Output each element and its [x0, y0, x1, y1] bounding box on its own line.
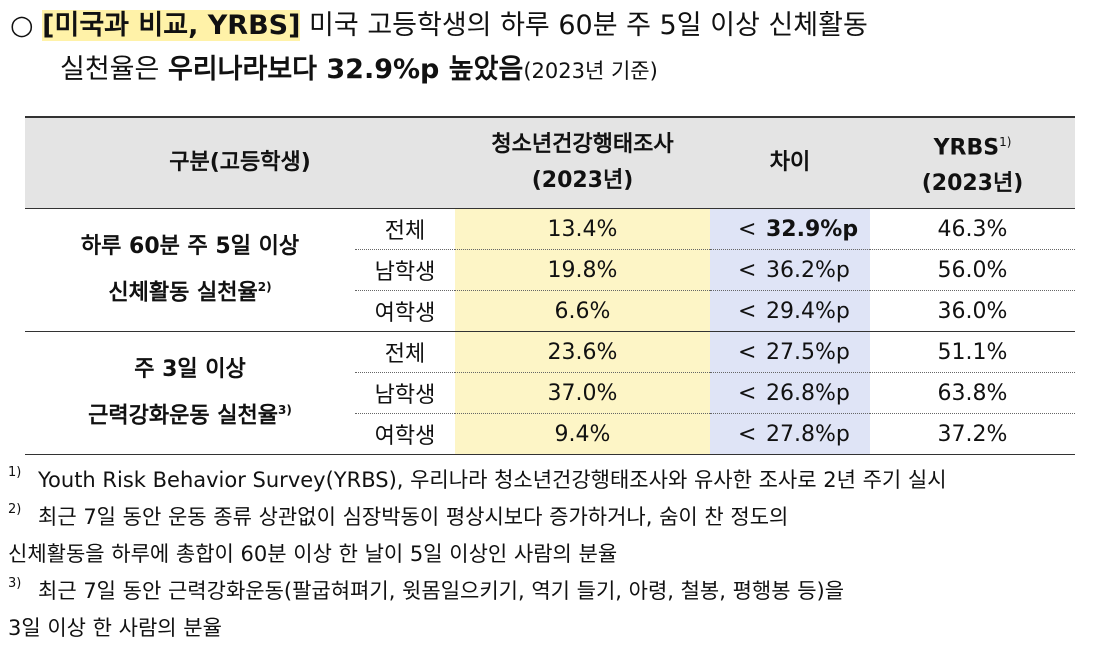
footnote: 2) 최근 7일 동안 운동 종류 상관없이 심장박동이 평상시보다 증가하거나,…	[8, 499, 947, 573]
column-header: 청소년건강행태조사 (2023년)	[455, 116, 710, 209]
diff-operator: <	[738, 339, 757, 365]
bullet: ○	[10, 10, 34, 41]
sub-label: 남학생	[355, 249, 455, 291]
kyrbs-value: 9.4%	[455, 413, 710, 455]
tag: [미국과 비교, YRBS]	[42, 10, 301, 41]
diff-value: 36.2%p	[766, 257, 850, 283]
yrbs-value: 46.3%	[870, 208, 1075, 250]
diff-cell: <27.8%p	[710, 413, 870, 455]
footnote-text: Youth Risk Behavior Survey(YRBS), 우리나라 청…	[38, 468, 947, 492]
header: ○ [미국과 비교, YRBS] 미국 고등학생의 하루 60분 주 5일 이상…	[10, 4, 868, 93]
column-header: YRBS1) (2023년)	[870, 116, 1075, 209]
sub-label: 전체	[355, 331, 455, 373]
footnote-text: 최근 7일 동안 운동 종류 상관없이 심장박동이 평상시보다 증가하거나, 숨…	[38, 505, 789, 529]
group-label-text: 주 3일 이상	[134, 356, 246, 382]
kyrbs-value: 13.4%	[455, 208, 710, 250]
yrbs-value: 63.8%	[870, 372, 1075, 414]
table-row: 주 3일 이상 근력강화운동 실천율3) 전체 23.6% <27.5%p 51.1%	[25, 331, 1075, 455]
group-label-text: 하루 60분 주 5일 이상	[80, 233, 300, 259]
group-label-text: 근력강화운동 실천율	[88, 403, 278, 429]
footnote-text: 최근 7일 동안 근력강화운동(팔굽혀펴기, 윗몸일으키기, 역기 들기, 아령…	[38, 579, 845, 603]
header-text: (2023년)	[921, 171, 1024, 197]
header-line: 실천율은 우리나라보다 32.9%p 높았음(2023년 기준)	[10, 48, 868, 93]
table-row: 남학생 37.0% <26.8%p 63.8%	[25, 372, 1075, 414]
footnote-text: 신체활동을 하루에 총합이 60분 이상 한 날이 5일 이상인 사람의 분율	[8, 542, 618, 566]
diff-operator: <	[738, 298, 757, 324]
diff-value: 27.8%p	[766, 421, 850, 447]
diff-operator: <	[738, 380, 757, 406]
footnote-ref: 1)	[999, 134, 1012, 149]
diff-operator: <	[738, 421, 757, 447]
kyrbs-value: 19.8%	[455, 249, 710, 291]
kyrbs-value: 6.6%	[455, 290, 710, 332]
footnote-text: 3일 이상 한 사람의 분율	[8, 616, 222, 640]
footnote-mark: 3)	[8, 576, 22, 591]
kyrbs-value: 37.0%	[455, 372, 710, 414]
column-header: 구분(고등학생)	[25, 116, 455, 209]
footnote-ref: 3)	[277, 402, 292, 417]
footnote: 1) Youth Risk Behavior Survey(YRBS), 우리나라…	[8, 462, 947, 499]
header-text: 실천율은	[60, 54, 168, 85]
header-row: 구분(고등학생) 청소년건강행태조사 (2023년) 차이 YRBS1) (2023…	[25, 116, 1075, 209]
diff-operator: <	[738, 216, 757, 242]
yrbs-value: 37.2%	[870, 413, 1075, 455]
diff-cell: <32.9%p	[710, 208, 870, 250]
header-text: 미국 고등학생의 하루 60분 주 5일 이상 신체활동	[300, 10, 868, 41]
footnote-mark: 2)	[8, 502, 22, 517]
table-row: 여학생 9.4% <27.8%p 37.2%	[25, 413, 1075, 455]
diff-cell: <29.4%p	[710, 290, 870, 332]
yrbs-value: 36.0%	[870, 290, 1075, 332]
header-text: 청소년건강행태조사	[491, 132, 674, 157]
table: 구분(고등학생) 청소년건강행태조사 (2023년) 차이 YRBS1) (2023…	[25, 116, 1075, 455]
header-note: (2023년 기준)	[523, 59, 658, 83]
table-row: 여학생 6.6% <29.4%p 36.0%	[25, 290, 1075, 332]
diff-cell: <26.8%p	[710, 372, 870, 414]
diff-cell: <36.2%p	[710, 249, 870, 291]
column-header: 차이	[710, 116, 870, 209]
diff-value: 26.8%p	[766, 380, 850, 406]
sub-label: 여학생	[355, 290, 455, 332]
group-label-text: 신체활동 실천율	[108, 280, 258, 306]
header-text: (2023년)	[531, 168, 634, 193]
diff-value: 32.9%p	[766, 216, 859, 242]
diff-operator: <	[738, 257, 757, 283]
diff-cell: <27.5%p	[710, 331, 870, 373]
header-text: YRBS	[933, 135, 1000, 161]
diff-value: 27.5%p	[766, 339, 850, 365]
footnote-ref: 2)	[257, 279, 272, 294]
header-line: ○ [미국과 비교, YRBS] 미국 고등학생의 하루 60분 주 5일 이상…	[10, 4, 868, 48]
header-bold: 우리나라보다 32.9%p 높았음	[167, 54, 524, 85]
diff-value: 29.4%p	[766, 298, 850, 324]
yrbs-value: 56.0%	[870, 249, 1075, 291]
sub-label: 남학생	[355, 372, 455, 414]
footnotes: 1) Youth Risk Behavior Survey(YRBS), 우리나라…	[8, 462, 947, 647]
kyrbs-value: 23.6%	[455, 331, 710, 373]
sub-label: 전체	[355, 208, 455, 250]
footnote: 3) 최근 7일 동안 근력강화운동(팔굽혀펴기, 윗몸일으키기, 역기 들기, …	[8, 573, 947, 647]
table-row: 남학생 19.8% <36.2%p 56.0%	[25, 249, 1075, 291]
table-row: 하루 60분 주 5일 이상 신체활동 실천율2) 전체 13.4% <32.9%p 46…	[25, 208, 1075, 332]
yrbs-value: 51.1%	[870, 331, 1075, 373]
footnote-mark: 1)	[8, 465, 22, 480]
table-body: 하루 60분 주 5일 이상 신체활동 실천율2) 전체 13.4% <32.9%p 46…	[25, 208, 1075, 455]
table-head: 구분(고등학생) 청소년건강행태조사 (2023년) 차이 YRBS1) (2023…	[25, 116, 1075, 209]
sub-label: 여학생	[355, 413, 455, 455]
